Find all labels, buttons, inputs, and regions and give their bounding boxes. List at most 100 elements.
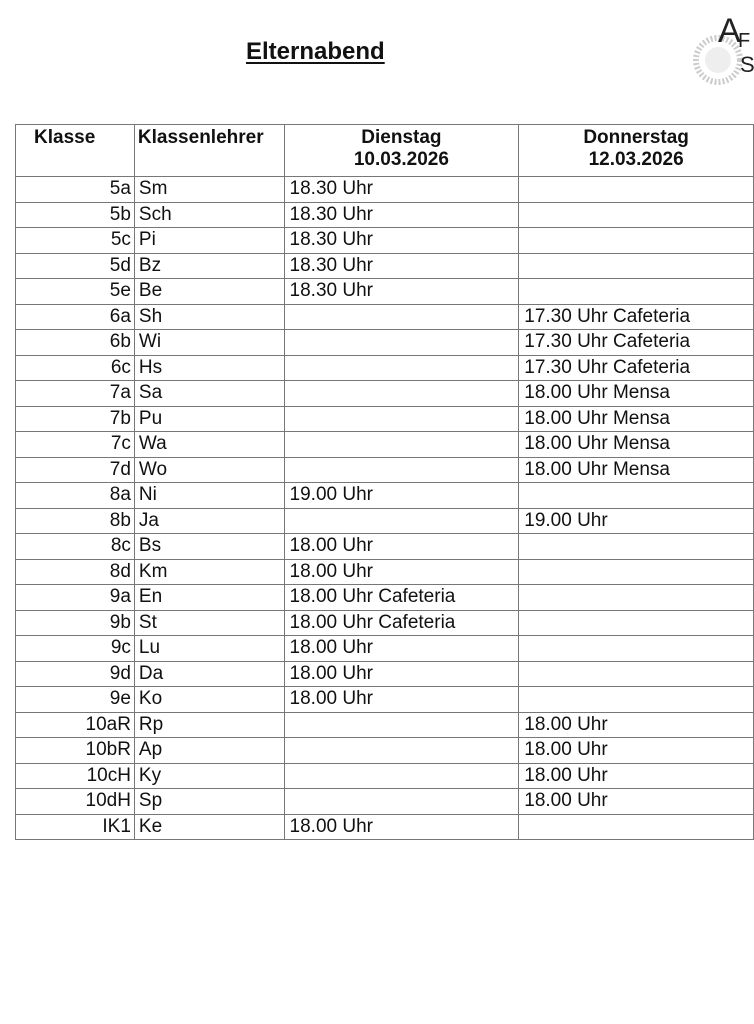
dienstag-cell: 18.00 Uhr: [283, 558, 520, 585]
donnerstag-cell: [518, 482, 754, 509]
table-row: 5e Be 18.30 Uhr: [15, 278, 754, 305]
table-row: 5c Pi 18.30 Uhr: [15, 227, 754, 254]
table-row: 7c Wa 18.00 Uhr Mensa: [15, 431, 754, 458]
table-row: 7d Wo 18.00 Uhr Mensa: [15, 456, 754, 483]
dienstag-label: Dienstag: [361, 127, 442, 148]
lehrer-cell: Ko: [133, 686, 285, 713]
klasse-cell: 10dH: [15, 788, 135, 815]
dienstag-cell: 19.00 Uhr: [283, 482, 520, 509]
dienstag-cell: 18.00 Uhr: [283, 533, 520, 560]
dienstag-cell: 18.00 Uhr Cafeteria: [283, 584, 520, 611]
lehrer-cell: Km: [133, 558, 285, 585]
svg-text:F: F: [738, 30, 750, 52]
dienstag-cell: 18.30 Uhr: [283, 201, 520, 228]
donnerstag-cell: 18.00 Uhr: [518, 711, 754, 738]
donnerstag-cell: [518, 558, 754, 585]
klasse-cell: 10bR: [15, 737, 135, 764]
table-row: 10bR Ap 18.00 Uhr: [15, 737, 754, 764]
donnerstag-cell: [518, 635, 754, 662]
dienstag-cell: [283, 762, 520, 789]
donnerstag-cell: 17.30 Uhr Cafeteria: [518, 354, 754, 381]
header-row: Klasse Klassenlehrer Dienstag 10.03.2026 …: [15, 124, 754, 177]
donnerstag-cell: 18.00 Uhr: [518, 737, 754, 764]
dienstag-cell: [283, 354, 520, 381]
lehrer-cell: Ap: [133, 737, 285, 764]
lehrer-cell: Sh: [133, 303, 285, 330]
klasse-cell: 5a: [15, 176, 135, 203]
table-row: 5a Sm 18.30 Uhr: [15, 176, 754, 203]
donnerstag-cell: 18.00 Uhr: [518, 762, 754, 789]
donnerstag-cell: [518, 278, 754, 305]
donnerstag-cell: [518, 533, 754, 560]
donnerstag-cell: 18.00 Uhr Mensa: [518, 431, 754, 458]
dienstag-cell: 18.00 Uhr: [283, 686, 520, 713]
donnerstag-cell: 19.00 Uhr: [518, 507, 754, 534]
dienstag-cell: 18.30 Uhr: [283, 227, 520, 254]
donnerstag-cell: [518, 201, 754, 228]
donnerstag-cell: [518, 686, 754, 713]
lehrer-cell: Da: [133, 660, 285, 687]
lehrer-cell: Wo: [133, 456, 285, 483]
lehrer-cell: Sp: [133, 788, 285, 815]
klasse-cell: 6b: [15, 329, 135, 356]
header-lehrer: Klassenlehrer: [133, 124, 285, 177]
donnerstag-cell: 18.00 Uhr Mensa: [518, 405, 754, 432]
klasse-cell: 8d: [15, 558, 135, 585]
klasse-cell: 9c: [15, 635, 135, 662]
table-row: 8d Km 18.00 Uhr: [15, 558, 754, 585]
table-row: 7a Sa 18.00 Uhr Mensa: [15, 380, 754, 407]
dienstag-cell: [283, 788, 520, 815]
lehrer-cell: Lu: [133, 635, 285, 662]
table-row: 6b Wi 17.30 Uhr Cafeteria: [15, 329, 754, 356]
lehrer-cell: Sch: [133, 201, 285, 228]
lehrer-cell: Wi: [133, 329, 285, 356]
dienstag-date: 10.03.2026: [353, 149, 449, 170]
dienstag-cell: 18.30 Uhr: [283, 278, 520, 305]
klasse-cell: 10cH: [15, 762, 135, 789]
lehrer-cell: Bz: [133, 252, 285, 279]
dienstag-cell: 18.00 Uhr: [283, 813, 520, 840]
table-row: 9e Ko 18.00 Uhr: [15, 686, 754, 713]
klasse-cell: 9a: [15, 584, 135, 611]
klasse-cell: 8a: [15, 482, 135, 509]
lehrer-cell: St: [133, 609, 285, 636]
table-row: 9b St 18.00 Uhr Cafeteria: [15, 609, 754, 636]
dienstag-cell: 18.30 Uhr: [283, 176, 520, 203]
dienstag-cell: [283, 329, 520, 356]
klasse-cell: 10aR: [15, 711, 135, 738]
klasse-cell: 7d: [15, 456, 135, 483]
donnerstag-cell: [518, 227, 754, 254]
klasse-cell: 8c: [15, 533, 135, 560]
svg-text:A: A: [718, 12, 741, 50]
table-row: 9d Da 18.00 Uhr: [15, 660, 754, 687]
table-row: 8c Bs 18.00 Uhr: [15, 533, 754, 560]
schedule-table: Klasse Klassenlehrer Dienstag 10.03.2026 …: [15, 124, 754, 840]
donnerstag-cell: [518, 252, 754, 279]
klasse-cell: 9d: [15, 660, 135, 687]
lehrer-cell: Bs: [133, 533, 285, 560]
page-title: Elternabend: [246, 38, 385, 65]
header-dienstag: Dienstag 10.03.2026: [283, 124, 520, 177]
klasse-cell: 5c: [15, 227, 135, 254]
donnerstag-cell: [518, 813, 754, 840]
klasse-cell: 8b: [15, 507, 135, 534]
klasse-cell: 6a: [15, 303, 135, 330]
donnerstag-cell: 18.00 Uhr Mensa: [518, 380, 754, 407]
donnerstag-cell: 18.00 Uhr: [518, 788, 754, 815]
klasse-cell: 6c: [15, 354, 135, 381]
dienstag-cell: [283, 507, 520, 534]
donnerstag-cell: [518, 660, 754, 687]
klasse-cell: 9b: [15, 609, 135, 636]
svg-text:S: S: [740, 52, 754, 77]
dienstag-cell: 18.00 Uhr: [283, 635, 520, 662]
lehrer-cell: Sa: [133, 380, 285, 407]
donnerstag-cell: [518, 176, 754, 203]
table-row: 6a Sh 17.30 Uhr Cafeteria: [15, 303, 754, 330]
lehrer-cell: Pi: [133, 227, 285, 254]
table-row: 10aR Rp 18.00 Uhr: [15, 711, 754, 738]
lehrer-cell: Rp: [133, 711, 285, 738]
donnerstag-cell: [518, 584, 754, 611]
table-row: IK1 Ke 18.00 Uhr: [15, 813, 754, 840]
table-row: 9a En 18.00 Uhr Cafeteria: [15, 584, 754, 611]
klasse-cell: 7c: [15, 431, 135, 458]
